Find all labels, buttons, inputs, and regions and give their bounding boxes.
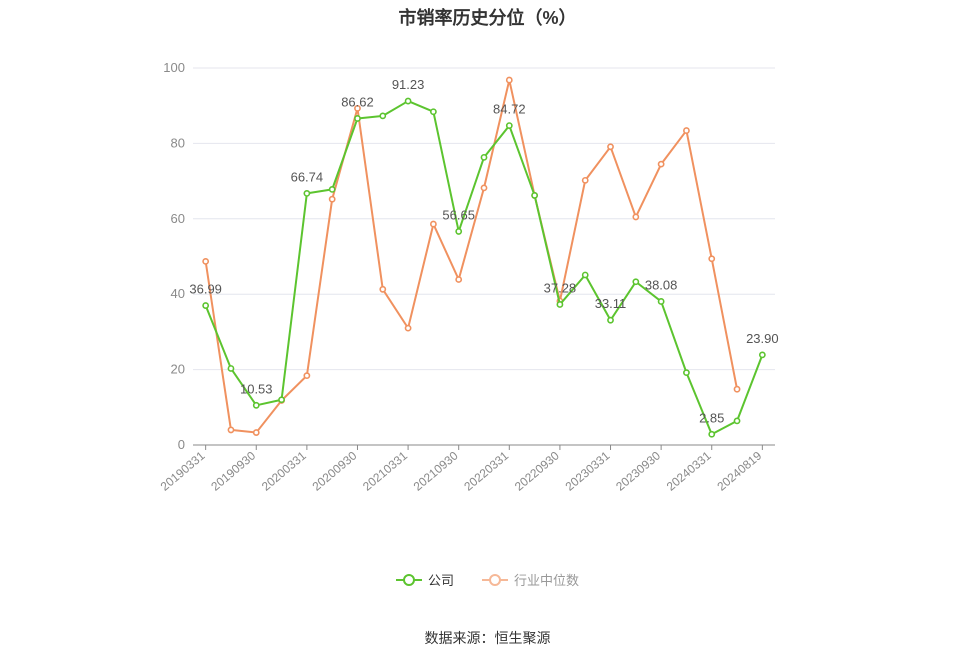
company-data-label: 86.62 (341, 94, 374, 109)
industry-data-point (354, 104, 361, 112)
x-tick-label: 20230930 (613, 448, 663, 493)
x-tick-label: 20190930 (208, 448, 258, 493)
x-tick-label: 20230331 (563, 448, 613, 493)
x-tick-label: 20220331 (461, 448, 511, 493)
y-tick-label: 60 (171, 211, 185, 226)
company-data-point (354, 115, 361, 122)
company-data-point (708, 430, 716, 438)
company-data-point (429, 108, 437, 116)
company-series-line (204, 100, 764, 436)
x-tick-label: 20240819 (714, 448, 764, 493)
company-data-point (683, 369, 690, 377)
industry-data-point (328, 195, 336, 203)
x-tick-label: 20240331 (664, 448, 714, 493)
line-chart: 0 20 40 60 80 100 20190331 20190930 20200331 2020… (158, 60, 779, 494)
company-data-label: 66.74 (291, 169, 324, 184)
company-data-label: 36.99 (189, 282, 222, 297)
company-data-label: 91.23 (392, 77, 425, 92)
industry-data-point (632, 213, 640, 221)
y-tick-label: 80 (171, 135, 185, 150)
industry-data-point (708, 255, 716, 263)
company-data-point (227, 365, 235, 372)
company-data-point (632, 278, 640, 286)
industry-data-point (303, 372, 311, 380)
company-data-label: 10.53 (240, 381, 273, 396)
company-data-label: 23.90 (746, 331, 779, 346)
company-data-label: 2.85 (699, 410, 724, 425)
industry-data-point (455, 276, 463, 283)
legend-company-swatch-icon (395, 573, 422, 587)
company-data-point (733, 417, 741, 425)
x-tick-label: 20210331 (360, 448, 410, 493)
industry-data-point (505, 76, 513, 84)
industry-data-point (252, 429, 260, 436)
x-tick-label: 20200930 (310, 448, 360, 493)
company-data-point (556, 301, 564, 308)
company-data-point (404, 97, 412, 105)
company-data-point (480, 153, 488, 161)
legend-industry-swatch-icon (482, 573, 508, 587)
company-data-label: 84.72 (493, 102, 526, 117)
company-data-point (303, 189, 311, 197)
industry-data-point (683, 127, 690, 134)
company-data-point (455, 228, 463, 235)
company-data-point (252, 401, 260, 409)
company-data-point (758, 351, 766, 359)
y-tick-label: 40 (171, 286, 185, 301)
industry-data-point (429, 220, 437, 228)
company-data-label: 37.28 (544, 280, 577, 295)
chart-title: 市销率历史分位（%） (398, 8, 577, 28)
legend-industry-label: 行业中位数 (514, 573, 580, 588)
company-data-point (657, 298, 665, 305)
legend: 公司 行业中位数 (0, 570, 975, 589)
industry-data-point (607, 143, 614, 151)
industry-series-line (204, 79, 739, 434)
company-data-label: 33.11 (595, 296, 627, 311)
industry-data-point (404, 324, 412, 332)
industry-data-point (581, 176, 589, 184)
industry-data-point (733, 385, 741, 393)
x-tick-label: 20200331 (259, 448, 309, 493)
company-data-point (278, 396, 285, 404)
legend-company-label: 公司 (427, 573, 454, 588)
y-tick-label: 20 (171, 362, 185, 377)
y-tick-label: 100 (163, 60, 185, 75)
company-data-point (379, 112, 387, 120)
company-data-point (202, 302, 210, 309)
industry-data-point (202, 258, 210, 265)
company-data-label: 56.65 (442, 207, 475, 222)
legend-item-company[interactable]: 公司 (395, 570, 454, 589)
company-data-point (328, 185, 336, 193)
company-data-label: 38.08 (645, 277, 678, 292)
company-data-point (505, 122, 513, 130)
y-tick-label: 0 (178, 437, 185, 452)
industry-data-point (379, 285, 387, 293)
company-data-point (581, 271, 589, 279)
company-data-point (607, 316, 614, 324)
legend-item-industry[interactable]: 行业中位数 (482, 570, 579, 589)
data-source: 数据来源：恒生聚源 (424, 630, 551, 646)
industry-data-point (657, 160, 665, 168)
company-data-point (531, 192, 539, 199)
industry-data-point (227, 426, 235, 434)
x-tick-label: 20220930 (512, 448, 562, 493)
industry-data-point (480, 184, 488, 192)
x-tick-label: 20190331 (158, 448, 208, 493)
x-tick-label: 20210930 (411, 448, 461, 493)
